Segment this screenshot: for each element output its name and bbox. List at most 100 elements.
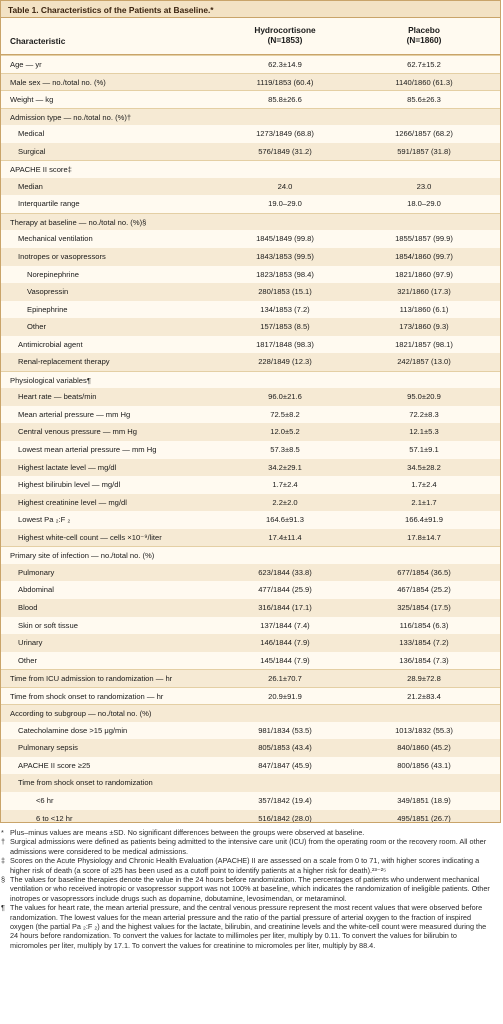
placebo-value: 1854/1860 (99.7) xyxy=(395,252,453,262)
hydrocortisone-value: 1119/1853 (60.4) xyxy=(256,77,314,87)
hydrocortisone-value: 34.2±29.1 xyxy=(268,462,302,472)
hydrocortisone-value: 1845/1849 (99.8) xyxy=(256,234,314,244)
row-label: Renal-replacement therapy xyxy=(18,357,110,367)
hydrocortisone-value: 134/1853 (7.2) xyxy=(260,304,310,314)
table-row: Interquartile range 19.0–29.0 18.0–29.0 xyxy=(1,195,500,213)
footnote: ¶ The values for heart rate, the mean art… xyxy=(0,903,500,950)
hydrocortisone-value: 72.5±8.2 xyxy=(270,409,300,419)
row-label: Therapy at baseline — no./total no. (%)§ xyxy=(10,217,147,227)
placebo-value: 1013/1832 (55.3) xyxy=(395,725,453,735)
table-row: Catecholamine dose >15 μg/min 981/1834 (5… xyxy=(1,722,500,740)
table-row: Epinephrine 134/1853 (7.2) 113/1860 (6.1) xyxy=(1,301,500,319)
placebo-value: 2.1±1.7 xyxy=(411,497,437,507)
row-label: APACHE II score ≥25 xyxy=(18,760,91,770)
hydrocortisone-value: 1843/1853 (99.5) xyxy=(256,252,314,262)
hydrocortisone-value: 26.1±70.7 xyxy=(268,674,302,684)
row-label: Other xyxy=(18,655,37,665)
placebo-value: 242/1857 (13.0) xyxy=(397,357,451,367)
table-row: Mean arterial pressure — mm Hg 72.5±8.2 72… xyxy=(1,406,500,424)
table-row: Heart rate — beats/min 96.0±21.6 95.0±20.9 xyxy=(1,388,500,406)
placebo-value: 591/1857 (31.8) xyxy=(397,146,451,156)
footnotes: * Plus–minus values are means ±SD. No sig… xyxy=(0,828,500,950)
row-label: Highest bilirubin level — mg/dl xyxy=(18,480,121,490)
footnote-symbol: ‡ xyxy=(1,856,6,866)
hydrocortisone-value: 146/1844 (7.9) xyxy=(260,638,310,648)
footnote-symbol: ¶ xyxy=(1,903,5,913)
table-row: Highest bilirubin level — mg/dl 1.7±2.4 1.… xyxy=(1,476,500,494)
placebo-value: 18.0–29.0 xyxy=(407,199,441,209)
placebo-value: 57.1±9.1 xyxy=(409,445,439,455)
placebo-value: 467/1854 (25.2) xyxy=(397,585,451,595)
row-label: Mechanical ventilation xyxy=(18,234,93,244)
table-row: Lowest mean arterial pressure — mm Hg 57.… xyxy=(1,441,500,459)
row-label: Highest lactate level — mg/dl xyxy=(18,462,117,472)
hydrocortisone-value: 847/1847 (45.9) xyxy=(258,760,312,770)
row-label: Interquartile range xyxy=(18,199,80,209)
row-label: Pulmonary xyxy=(18,567,55,577)
footnote: * Plus–minus values are means ±SD. No sig… xyxy=(0,828,500,837)
table-header: Characteristic Hydrocortisone (N=1853) P… xyxy=(1,18,500,55)
table-body: Age — yr 62.3±14.9 62.7±15.2 Male sex — no.… xyxy=(1,55,500,823)
row-label: Other xyxy=(27,322,46,332)
row-label: Admission type — no./total no. (%)† xyxy=(10,112,132,122)
table-row: APACHE II score‡ xyxy=(1,160,500,178)
table-row: Lowest Pa ₂:F ₂ 164.6±91.3 166.4±91.9 xyxy=(1,511,500,529)
hydrocortisone-value: 1.7±2.4 xyxy=(272,480,298,490)
row-label: Lowest Pa ₂:F ₂ xyxy=(18,515,71,525)
table-row: Inotropes or vasopressors 1843/1853 (99.5… xyxy=(1,248,500,266)
row-label: Epinephrine xyxy=(27,304,68,314)
footnote-text: Plus–minus values are means ±SD. No sign… xyxy=(10,828,365,837)
placebo-value: 1821/1860 (97.9) xyxy=(395,269,453,279)
table-row: Admission type — no./total no. (%)† xyxy=(1,107,500,126)
placebo-value: 840/1860 (45.2) xyxy=(397,743,451,753)
row-label: Primary site of infection — no./total no… xyxy=(10,551,155,561)
placebo-value: 1821/1857 (98.1) xyxy=(395,339,453,349)
table-row: Other 145/1844 (7.9) 136/1854 (7.3) xyxy=(1,652,500,670)
table-row: Vasopressin 280/1853 (15.1) 321/1860 (17.3… xyxy=(1,283,500,301)
table-row: APACHE II score ≥25 847/1847 (45.9) 800/18… xyxy=(1,757,500,775)
table-row: Pulmonary sepsis 805/1853 (43.4) 840/1860 … xyxy=(1,739,500,757)
table-row: Central venous pressure — mm Hg 12.0±5.2 1… xyxy=(1,423,500,442)
table-row: Skin or soft tissue 137/1844 (7.4) 116/185… xyxy=(1,617,500,635)
hydrocortisone-value: 2.2±2.0 xyxy=(272,497,298,507)
table-row: Male sex — no./total no. (%) 1119/1853 (6… xyxy=(1,72,500,91)
placebo-value: 95.0±20.9 xyxy=(407,392,441,402)
hydrocortisone-value: 316/1844 (17.1) xyxy=(258,602,312,612)
hydrocortisone-value: 623/1844 (33.8) xyxy=(258,567,312,577)
table-row: Norepinephrine 1823/1853 (98.4) 1821/1860 … xyxy=(1,266,500,284)
placebo-value: 113/1860 (6.1) xyxy=(399,304,449,314)
table-row: Other 157/1853 (8.5) 173/1860 (9.3) xyxy=(1,318,500,336)
table-row: Antimicrobial agent 1817/1848 (98.3) 1821/… xyxy=(1,336,500,354)
table-row: Physiological variables¶ xyxy=(1,370,500,389)
hydrocortisone-value: 57.3±8.5 xyxy=(270,445,300,455)
placebo-value: 116/1854 (6.3) xyxy=(399,620,449,630)
row-label: Abdominal xyxy=(18,585,54,595)
hydrocortisone-value: 280/1853 (15.1) xyxy=(258,287,312,297)
hydrocortisone-value: 19.0–29.0 xyxy=(268,199,302,209)
row-label: Vasopressin xyxy=(27,287,69,297)
row-label: Weight — kg xyxy=(10,95,54,105)
placebo-value: 495/1851 (26.7) xyxy=(397,813,451,823)
hydrocortisone-value: 17.4±11.4 xyxy=(268,532,302,542)
footnote: † Surgical admissions were defined as pat… xyxy=(0,837,500,856)
hydrocortisone-value: 62.3±14.9 xyxy=(268,60,302,69)
hydrocortisone-value: 1823/1853 (98.4) xyxy=(256,269,314,279)
row-label: Heart rate — beats/min xyxy=(18,392,97,402)
table-row: Weight — kg 85.8±26.6 85.6±26.3 xyxy=(1,90,500,108)
header-hydrocortisone-n: (N=1853) xyxy=(267,35,303,45)
placebo-value: 12.1±5.3 xyxy=(409,427,439,437)
placebo-value: 85.6±26.3 xyxy=(407,95,441,105)
footnote-text: The values for baseline therapies denote… xyxy=(10,875,490,903)
table-row: Surgical 576/1849 (31.2) 591/1857 (31.8) xyxy=(1,142,500,161)
placebo-value: 136/1854 (7.3) xyxy=(399,655,449,665)
hydrocortisone-value: 516/1842 (28.0) xyxy=(258,813,312,823)
hydrocortisone-value: 137/1844 (7.4) xyxy=(260,620,310,630)
placebo-value: 133/1854 (7.2) xyxy=(399,638,449,648)
row-label: APACHE II score‡ xyxy=(10,165,72,175)
row-label: Blood xyxy=(18,602,38,612)
row-label: Medical xyxy=(18,129,45,139)
table-row: Time from ICU admission to randomization… xyxy=(1,669,500,687)
table-row: Blood 316/1844 (17.1) 325/1854 (17.5) xyxy=(1,598,500,617)
footnote-symbol: § xyxy=(1,875,6,885)
hydrocortisone-value: 576/1849 (31.2) xyxy=(258,146,312,156)
